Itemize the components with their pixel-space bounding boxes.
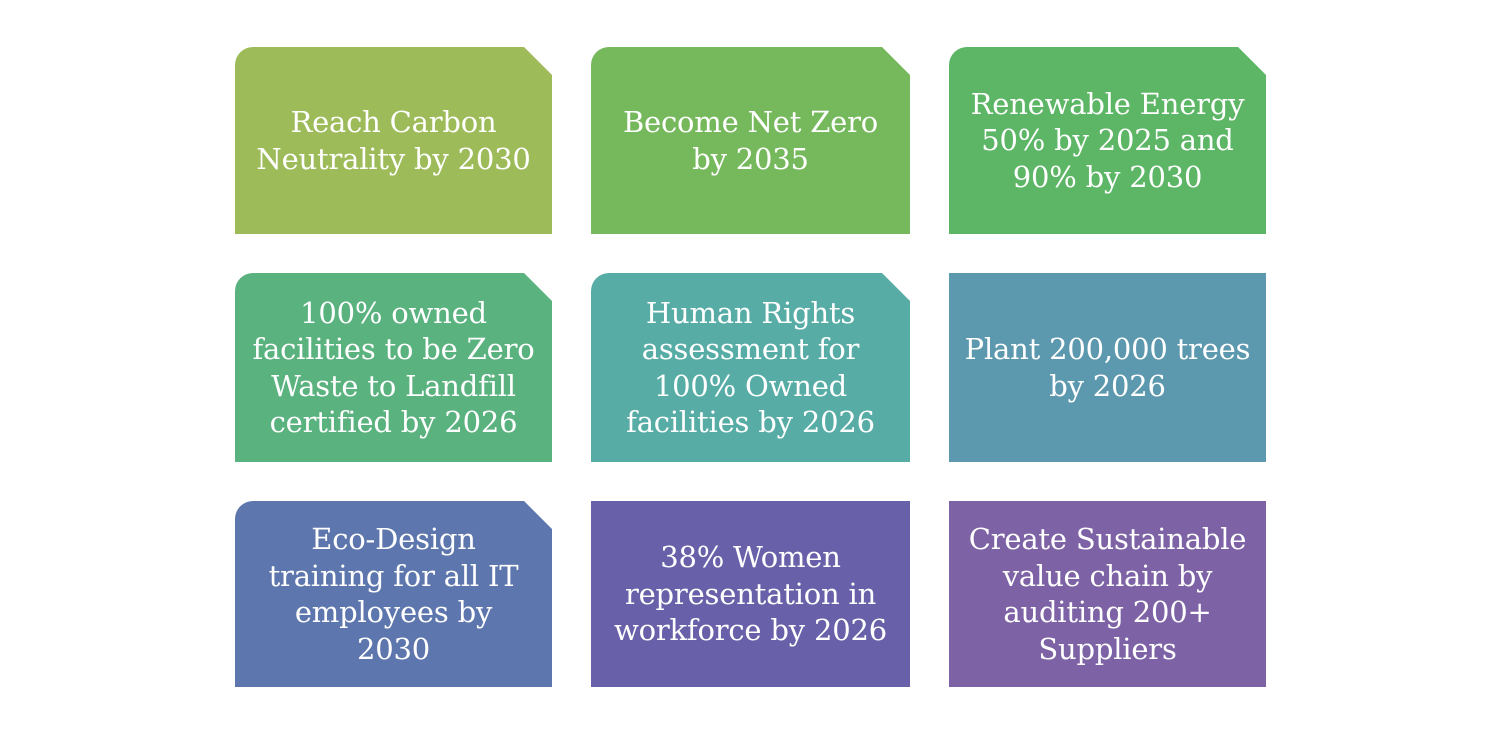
goal-text: Eco-Design training for all IT employees… bbox=[268, 522, 519, 666]
goal-tile-zero-waste: 100% owned facilities to be Zero Waste t… bbox=[235, 273, 552, 462]
goal-tile-eco-design: Eco-Design training for all IT employees… bbox=[235, 501, 552, 687]
goal-tile-sustainable-value-chain: Create Sustainable value chain by auditi… bbox=[949, 501, 1266, 687]
goal-text: 38% Women representation in workforce by… bbox=[614, 540, 887, 648]
goal-text: Renewable Energy 50% by 2025 and 90% by … bbox=[970, 86, 1245, 194]
goal-tile-plant-trees: Plant 200,000 trees by 2026 bbox=[949, 273, 1266, 462]
goal-tile-renewable-energy: Renewable Energy 50% by 2025 and 90% by … bbox=[949, 47, 1266, 234]
goal-text: Become Net Zero by 2035 bbox=[622, 105, 879, 176]
goal-text: Reach Carbon Neutrality by 2030 bbox=[256, 105, 531, 176]
goal-tile-human-rights: Human Rights assessment for 100% Owned f… bbox=[591, 273, 910, 462]
goal-tile-net-zero: Become Net Zero by 2035 bbox=[591, 47, 910, 234]
goal-tile-carbon-neutrality: Reach Carbon Neutrality by 2030 bbox=[235, 47, 552, 234]
goal-text: 100% owned facilities to be Zero Waste t… bbox=[252, 295, 535, 439]
goal-text: Human Rights assessment for 100% Owned f… bbox=[626, 295, 875, 439]
goal-tile-women-representation: 38% Women representation in workforce by… bbox=[591, 501, 910, 687]
goal-text: Plant 200,000 trees by 2026 bbox=[964, 332, 1251, 403]
goal-text: Create Sustainable value chain by auditi… bbox=[968, 522, 1247, 666]
